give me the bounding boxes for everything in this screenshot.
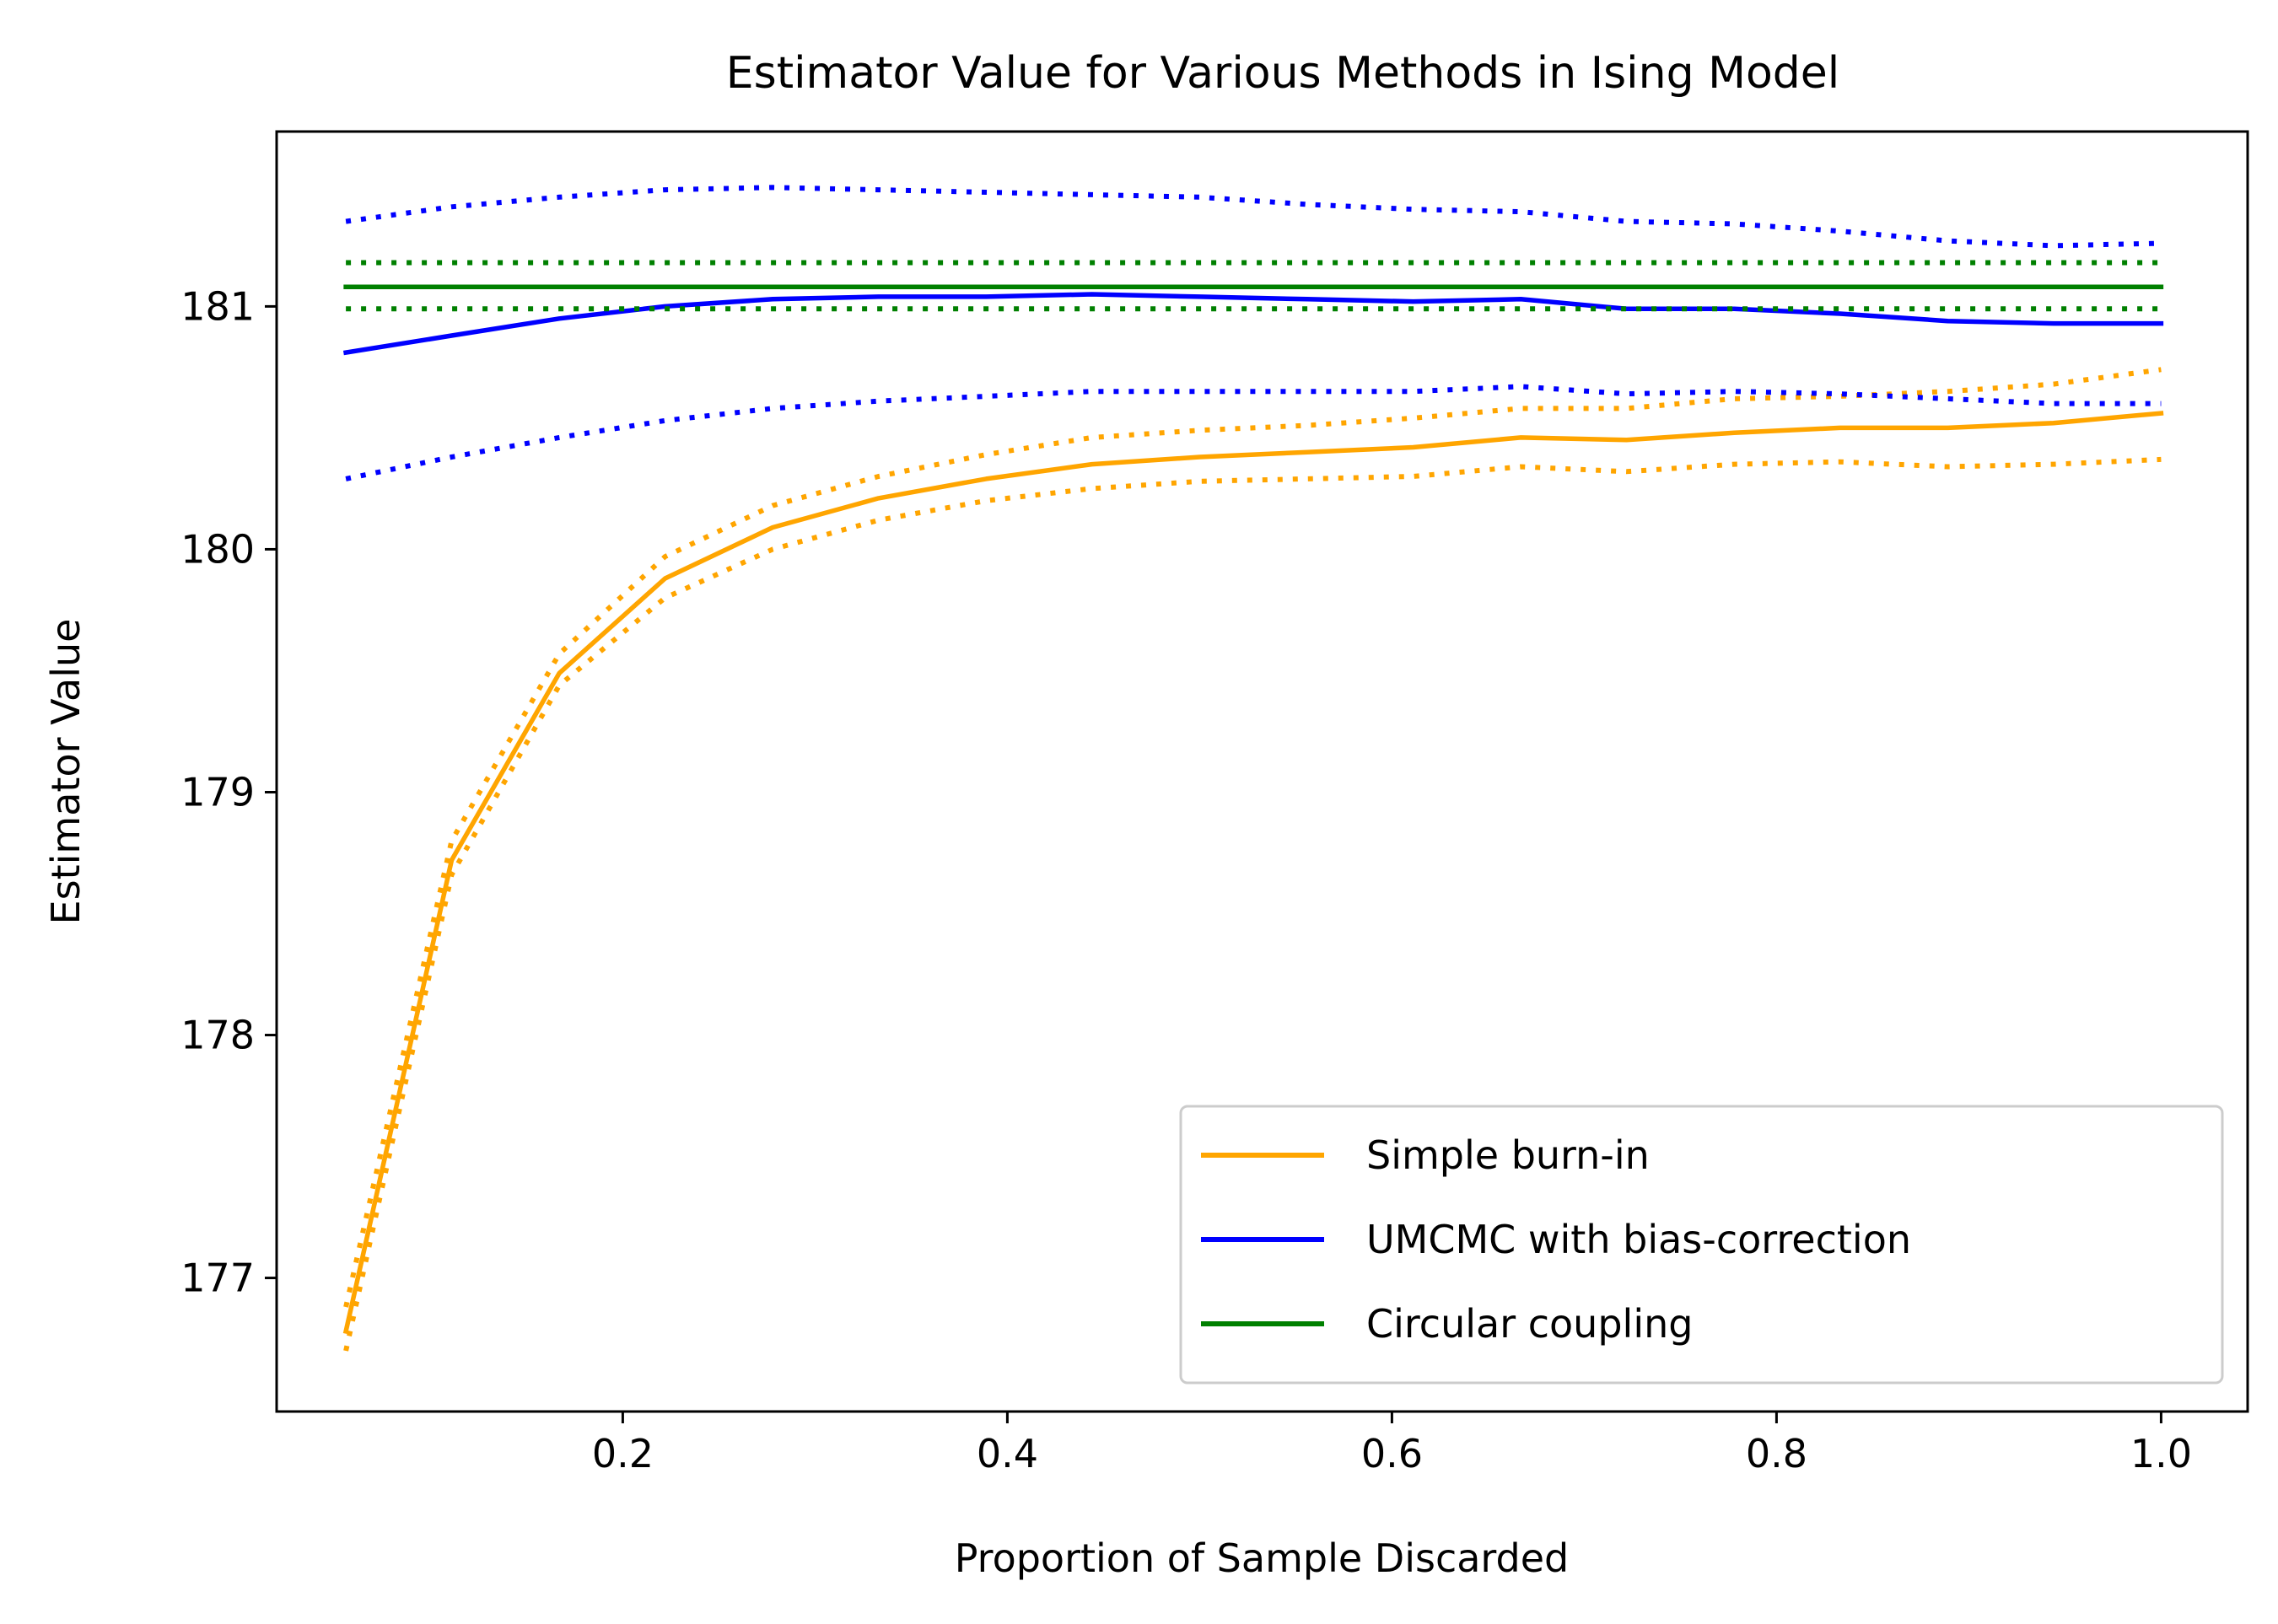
y-tick-label: 178 [180, 1013, 255, 1058]
series-line-umcmc-lower-bound [345, 384, 2162, 481]
x-tick-label: 1.0 [2130, 1431, 2192, 1476]
plot-frame [275, 130, 2249, 1413]
legend-label-circular-coupling: Circular coupling [1366, 1301, 1693, 1347]
x-tick-label: 0.8 [1746, 1431, 1807, 1476]
legend: Simple burn-in UMCMC with bias-correctio… [1179, 1105, 2224, 1385]
legend-label-simple-burn-in: Simple burn-in [1366, 1132, 1650, 1178]
legend-label-umcmc: UMCMC with bias-correction [1366, 1217, 1911, 1262]
x-tick-label: 0.6 [1361, 1431, 1423, 1476]
chart-title: Estimator Value for Various Methods in I… [726, 48, 1839, 99]
x-axis: 0.2 0.4 0.6 0.8 1.0 [592, 1412, 2192, 1476]
legend-box [1179, 1105, 2224, 1385]
x-tick-label: 0.4 [977, 1431, 1038, 1476]
series-line-simple-burn-in [342, 411, 2164, 1335]
y-tick-label: 179 [180, 769, 255, 815]
series-circular-coupling [343, 260, 2164, 312]
x-tick-label: 0.2 [592, 1431, 654, 1476]
series-line-umcmc [342, 292, 2164, 356]
y-axis-label: Estimator Value [43, 619, 89, 925]
x-axis-label: Proportion of Sample Discarded [955, 1535, 1569, 1581]
y-axis: 177 178 179 180 181 [180, 283, 277, 1301]
series-line-simple-burn-in-lower-bound [343, 456, 2162, 1352]
plot-area [342, 185, 2164, 1352]
series-umcmc [342, 185, 2164, 481]
y-tick-label: 181 [180, 283, 255, 329]
y-tick-label: 180 [180, 526, 255, 572]
y-tick-label: 177 [180, 1256, 255, 1301]
